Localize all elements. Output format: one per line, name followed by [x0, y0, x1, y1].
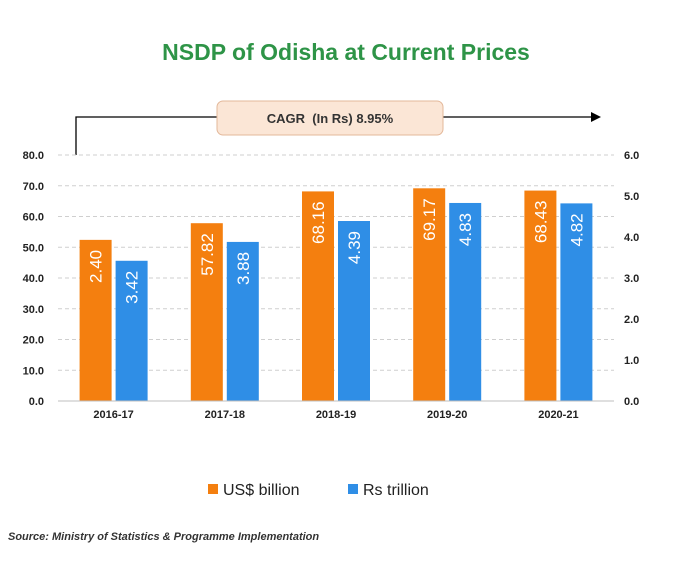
legend: US$ billion Rs trillion [208, 482, 429, 499]
cagr-arrow-head [591, 112, 601, 122]
left-tick-label: 70.0 [23, 181, 44, 193]
category-label: 2019-20 [427, 409, 467, 421]
data-label: 69.17 [420, 198, 439, 241]
legend-swatch-rs [348, 484, 358, 494]
cagr-box [216, 100, 444, 136]
right-tick-label: 1.0 [624, 355, 639, 367]
left-tick-label: 10.0 [23, 365, 44, 377]
left-tick-label: 30.0 [23, 304, 44, 316]
data-label: 4.83 [456, 213, 475, 246]
left-tick-label: 0.0 [29, 396, 44, 408]
left-tick-label: 50.0 [23, 242, 44, 254]
bar-usd [524, 190, 557, 401]
left-tick-label: 40.0 [23, 273, 44, 285]
bar-rs [560, 203, 593, 401]
left-y-axis: 0.0 10.0 20.0 30.0 40.0 50.0 60.0 70.0 80.0 [23, 150, 44, 408]
right-tick-label: 6.0 [624, 150, 639, 162]
right-y-axis: 0.0 1.0 2.0 3.0 4.0 5.0 6.0 [624, 150, 639, 408]
cagr-label: CAGR (In Rs) 8.95% [267, 111, 394, 126]
right-tick-label: 0.0 [624, 396, 639, 408]
legend-label: US$ billion [223, 482, 299, 499]
bar-rs [115, 260, 148, 401]
category-label: 2018-19 [316, 409, 356, 421]
data-label: 2.40 [87, 250, 106, 283]
data-label: 3.88 [234, 252, 253, 285]
data-label: 4.39 [345, 231, 364, 264]
chart-title: NSDP of Odisha at Current Prices [162, 39, 530, 65]
right-tick-label: 4.0 [624, 232, 639, 244]
chart-svg: NSDP of Odisha at Current Prices CAGR (I… [23, 39, 640, 499]
right-tick-label: 5.0 [624, 191, 639, 203]
data-label: 4.82 [567, 213, 586, 246]
data-label: 68.43 [531, 201, 550, 244]
bar-rs [338, 221, 370, 401]
x-axis: 2016-17 2017-18 2018-19 2019-20 2020-21 [58, 400, 614, 421]
category-label: 2020-21 [538, 409, 578, 421]
cagr-annotation: CAGR (In Rs) 8.95% [75, 100, 601, 155]
bars: 2.40 3.42 57.82 3.88 68.16 4.39 69.17 4.83 68.43… [79, 188, 593, 401]
data-label: 3.42 [123, 271, 142, 304]
legend-swatch-usd [208, 484, 218, 494]
bar-usd [190, 223, 223, 401]
data-label: 57.82 [198, 233, 217, 276]
left-tick-label: 60.0 [23, 212, 44, 224]
bar-usd [79, 239, 112, 401]
category-label: 2016-17 [93, 409, 133, 421]
right-tick-label: 3.0 [624, 273, 639, 285]
gridlines [58, 154, 614, 371]
right-tick-label: 2.0 [624, 314, 639, 326]
bar-rs [449, 202, 482, 401]
source-note: Source: Ministry of Statistics & Program… [8, 531, 320, 543]
left-tick-label: 80.0 [23, 150, 44, 162]
data-label: 68.16 [309, 201, 328, 244]
legend-label: Rs trillion [363, 482, 429, 499]
category-label: 2017-18 [205, 409, 245, 421]
bar-usd [302, 191, 334, 401]
left-tick-label: 20.0 [23, 335, 44, 347]
bar-usd [413, 188, 446, 401]
bar-rs [226, 241, 259, 401]
